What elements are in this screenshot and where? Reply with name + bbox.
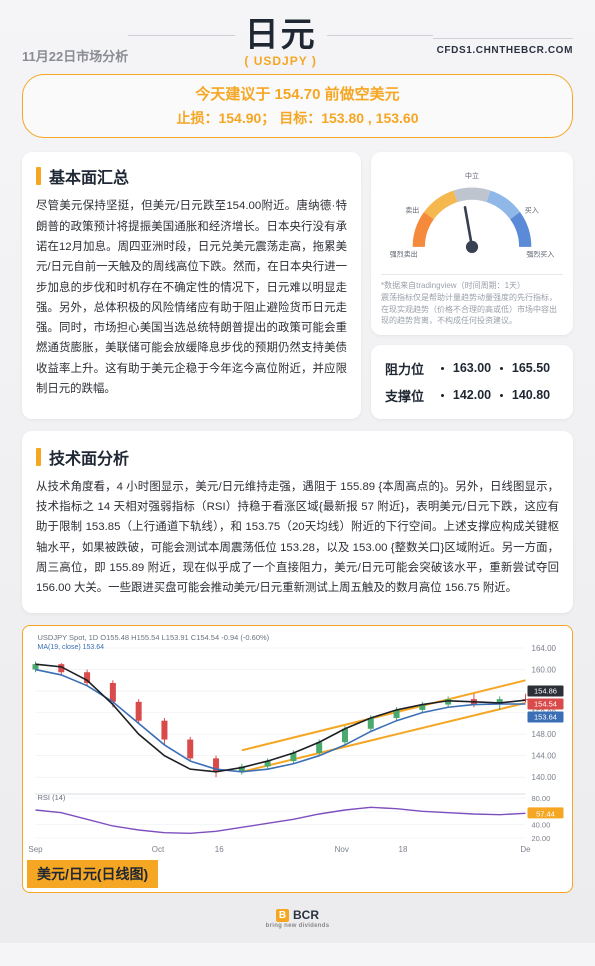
svg-text:Oct: Oct <box>152 845 165 854</box>
site-url: CFDS1.CHNTHEBCR.COM <box>433 38 573 56</box>
footer-logo: B BCR <box>276 908 319 922</box>
svg-text:强烈买入: 强烈买入 <box>526 250 554 259</box>
card-levels: 阻力位 163.00 165.50 支撑位 142.00 140.80 <box>371 345 573 419</box>
svg-text:154.54: 154.54 <box>534 699 557 708</box>
svg-text:卖出: 卖出 <box>405 206 419 215</box>
svg-text:153.64: 153.64 <box>534 712 557 721</box>
svg-text:De: De <box>520 845 531 854</box>
svg-text:MA(19, close) 153.64: MA(19, close) 153.64 <box>38 644 105 651</box>
gauge-footnote: *数据来自tradingview（时间周期：1天） 震荡指标仅是帮助计量趋势动量… <box>381 274 563 326</box>
svg-text:USDJPY Spot, 1D O155.48 H155: USDJPY Spot, 1D O155.48 H155.54 L153.91 … <box>38 633 270 642</box>
svg-text:40.00: 40.00 <box>532 820 551 829</box>
header: 11月22日市场分析 日元 ( USDJPY ) CFDS1.CHNTHEBCR… <box>22 18 573 68</box>
support-row: 支撑位 142.00 140.80 <box>385 382 559 409</box>
svg-text:买入: 买入 <box>525 207 539 215</box>
svg-text:57.44: 57.44 <box>536 809 555 818</box>
header-right: CFDS1.CHNTHEBCR.COM <box>433 18 573 56</box>
fundamental-text: 尽管美元保持坚挺，但美元/日元跌至154.00附近。唐纳德·特朗普的政策预计将提… <box>36 196 347 399</box>
svg-text:Nov: Nov <box>335 845 349 854</box>
svg-text:Sep: Sep <box>28 845 43 854</box>
resistance-row: 阻力位 163.00 165.50 <box>385 355 559 382</box>
technical-title: 技术面分析 <box>36 445 559 469</box>
chart-caption: 美元/日元(日线图) <box>27 860 158 888</box>
svg-text:164.00: 164.00 <box>532 644 557 653</box>
svg-text:强烈卖出: 强烈卖出 <box>390 250 418 259</box>
card-technical: 技术面分析 从技术角度看，4 小时图显示，美元/日元维持走强，遇阻于 155.8… <box>22 431 573 613</box>
advice-box: 今天建议于 154.70 前做空美元 止损：154.90； 目标：153.80 … <box>22 74 573 138</box>
svg-text:中立: 中立 <box>465 171 479 180</box>
row-fundamental-gauge: 基本面汇总 尽管美元保持坚挺，但美元/日元跌至154.00附近。唐纳德·特朗普的… <box>22 152 573 418</box>
resistance-v1: 163.00 <box>444 361 500 375</box>
resistance-label: 阻力位 <box>385 359 441 378</box>
right-column: 强烈卖出 卖出 中立买入强烈买入 *数据来自tradingview（时间周期：1天）… <box>371 152 573 418</box>
page-root: 11月22日市场分析 日元 ( USDJPY ) CFDS1.CHNTHEBCR… <box>0 0 595 943</box>
brand-name: BCR <box>293 908 319 922</box>
card-gauge: 强烈卖出 卖出 中立买入强烈买入 *数据来自tradingview（时间周期：1天）… <box>371 152 573 334</box>
gauge-chart: 强烈卖出 卖出 中立买入强烈买入 <box>381 164 563 272</box>
footer-sub: bring new dividends <box>22 923 573 929</box>
logo-icon: B <box>276 909 289 922</box>
technical-text: 从技术角度看，4 小时图显示，美元/日元维持走强，遇阻于 155.89 {本周高… <box>36 477 559 599</box>
support-v2: 140.80 <box>503 388 559 402</box>
page-subtitle: ( USDJPY ) <box>128 54 433 68</box>
svg-text:RSI (14): RSI (14) <box>38 793 66 802</box>
date-label: 11月22日市场分析 <box>22 18 128 65</box>
svg-text:144.00: 144.00 <box>532 751 557 760</box>
support-label: 支撑位 <box>385 386 441 405</box>
price-chart: 140.00144.00148.00152.00156.00160.00164.… <box>27 630 568 855</box>
advice-line1: 今天建议于 154.70 前做空美元 <box>37 83 558 107</box>
svg-text:140.00: 140.00 <box>532 773 557 782</box>
svg-text:16: 16 <box>215 845 224 854</box>
header-center: 日元 ( USDJPY ) <box>128 18 433 68</box>
support-v1: 142.00 <box>444 388 500 402</box>
card-fundamental: 基本面汇总 尽管美元保持坚挺，但美元/日元跌至154.00附近。唐纳德·特朗普的… <box>22 152 361 418</box>
svg-text:160.00: 160.00 <box>532 665 557 674</box>
fundamental-title: 基本面汇总 <box>36 164 347 188</box>
svg-text:18: 18 <box>399 845 408 854</box>
card-chart: 140.00144.00148.00152.00156.00160.00164.… <box>22 625 573 893</box>
resistance-v2: 165.50 <box>503 361 559 375</box>
svg-text:148.00: 148.00 <box>532 730 557 739</box>
footer: B BCR bring new dividends <box>22 893 573 930</box>
svg-text:154.86: 154.86 <box>534 686 557 695</box>
advice-line2: 止损：154.90； 目标：153.80 , 153.60 <box>37 107 558 129</box>
svg-text:20.00: 20.00 <box>532 834 551 843</box>
svg-text:80.00: 80.00 <box>532 794 551 803</box>
page-title: 日元 <box>245 18 317 52</box>
